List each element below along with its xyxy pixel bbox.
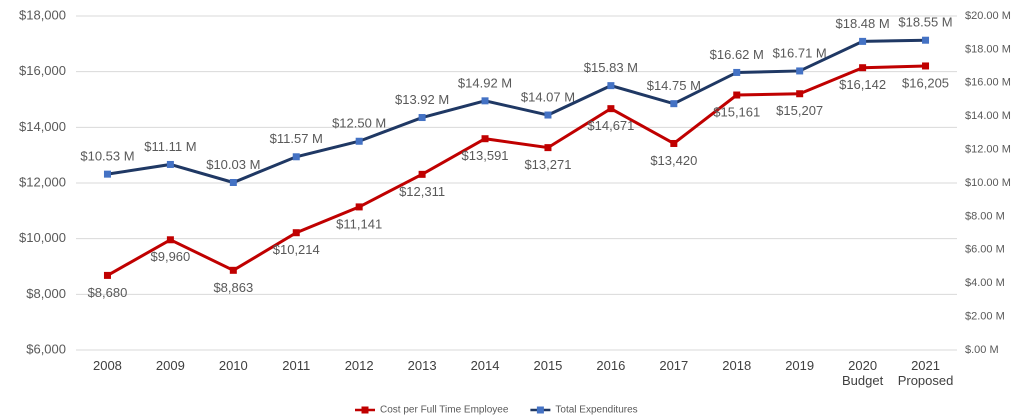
series-line <box>106 64 926 277</box>
data-label: $13,271 <box>524 157 571 172</box>
x-tick-label: 2011 <box>282 358 311 373</box>
data-label: $9,960 <box>151 249 191 264</box>
data-label: $15,161 <box>713 104 760 119</box>
x-tick-label: 2009 <box>155 358 185 373</box>
marker <box>355 203 363 211</box>
marker <box>544 111 552 119</box>
y2-tick-label: $8.00 M <box>965 210 1005 222</box>
data-label: $10.03 M <box>206 157 260 172</box>
legend-marker <box>361 406 369 414</box>
data-label: $13,420 <box>650 153 697 168</box>
x-tick-label: 2013 <box>407 358 437 373</box>
data-label: $15.83 M <box>584 60 638 75</box>
legend-label: Total Expenditures <box>555 405 637 416</box>
y2-tick-label: $12.00 M <box>965 144 1011 156</box>
data-label: $16.62 M <box>710 47 764 62</box>
data-label: $10,214 <box>273 242 320 257</box>
marker <box>796 67 804 75</box>
data-label: $16,142 <box>839 77 886 92</box>
y-tick-label: $6,000 <box>26 341 66 356</box>
marker <box>292 153 300 161</box>
marker <box>292 229 300 237</box>
marker <box>607 82 615 90</box>
marker <box>670 139 678 147</box>
x-tick-label: 2021 Proposed <box>897 358 954 388</box>
marker <box>859 37 867 45</box>
data-label: $18.55 M <box>898 15 952 30</box>
x-tick-label: 2008 <box>92 358 122 373</box>
marker <box>544 144 552 152</box>
marker <box>418 170 426 178</box>
x-tick-label: 2018 <box>722 358 752 373</box>
y2-tick-label: $2.00 M <box>965 311 1005 323</box>
data-label: $14.92 M <box>458 75 512 90</box>
marker <box>733 68 741 76</box>
y2-tick-label: $4.00 M <box>965 277 1005 289</box>
marker <box>859 64 867 72</box>
y2-tick-label: $.00 M <box>965 344 999 356</box>
data-label: $16,205 <box>902 75 949 90</box>
marker <box>670 100 678 108</box>
x-tick-label: 2010 <box>218 358 248 373</box>
y2-tick-label: $18.00 M <box>965 43 1011 55</box>
data-label: $14.75 M <box>647 78 701 93</box>
data-label: $18.48 M <box>836 16 890 31</box>
data-label: $8,863 <box>213 280 253 295</box>
marker <box>103 271 111 279</box>
data-label: $11.57 M <box>270 131 323 146</box>
marker <box>229 266 237 274</box>
data-label: $14,671 <box>587 118 634 133</box>
marker <box>166 160 174 168</box>
marker <box>922 36 930 44</box>
data-label: $15,207 <box>776 103 823 118</box>
data-label: $14.07 M <box>521 89 575 104</box>
y-tick-label: $18,000 <box>19 7 66 22</box>
data-label: $13.92 M <box>395 92 449 107</box>
marker <box>481 97 489 105</box>
marker <box>418 114 426 122</box>
y2-tick-label: $14.00 M <box>965 110 1011 122</box>
y2-tick-label: $10.00 M <box>965 177 1011 189</box>
legend-marker <box>536 406 544 414</box>
y-tick-label: $12,000 <box>19 174 66 189</box>
x-tick-label: 2016 <box>596 358 626 373</box>
y-tick-label: $16,000 <box>19 63 66 78</box>
marker <box>355 137 363 145</box>
x-tick-label: 2012 <box>344 358 374 373</box>
y2-tick-label: $20.00 M <box>965 10 1011 22</box>
y-tick-label: $8,000 <box>26 286 66 301</box>
data-label: $10.53 M <box>80 149 134 164</box>
x-tick-label: 2017 <box>659 358 689 373</box>
data-label: $11,141 <box>336 216 382 231</box>
y2-tick-label: $16.00 M <box>965 77 1011 89</box>
data-label: $12.50 M <box>332 116 386 131</box>
marker <box>607 105 615 113</box>
marker <box>796 90 804 98</box>
x-tick-label: 2014 <box>470 358 500 373</box>
marker <box>103 170 111 178</box>
y-tick-label: $14,000 <box>19 119 66 134</box>
marker <box>733 91 741 99</box>
marker <box>922 62 930 70</box>
data-label: $11.11 M <box>144 139 196 154</box>
y-tick-label: $10,000 <box>19 230 66 245</box>
y2-tick-label: $6.00 M <box>965 244 1005 256</box>
legend-label: Cost per Full Time Employee <box>380 405 509 416</box>
data-label: $8,680 <box>88 285 128 300</box>
x-tick-label: 2019 <box>785 358 815 373</box>
marker <box>481 135 489 143</box>
data-label: $16.71 M <box>773 45 827 60</box>
data-label: $12,311 <box>399 184 445 199</box>
marker <box>229 178 237 186</box>
x-tick-label: 2015 <box>533 358 563 373</box>
data-label: $13,591 <box>462 148 509 163</box>
series-line <box>107 38 926 185</box>
x-tick-label: 2020 Budget <box>841 358 884 388</box>
marker <box>166 236 174 244</box>
